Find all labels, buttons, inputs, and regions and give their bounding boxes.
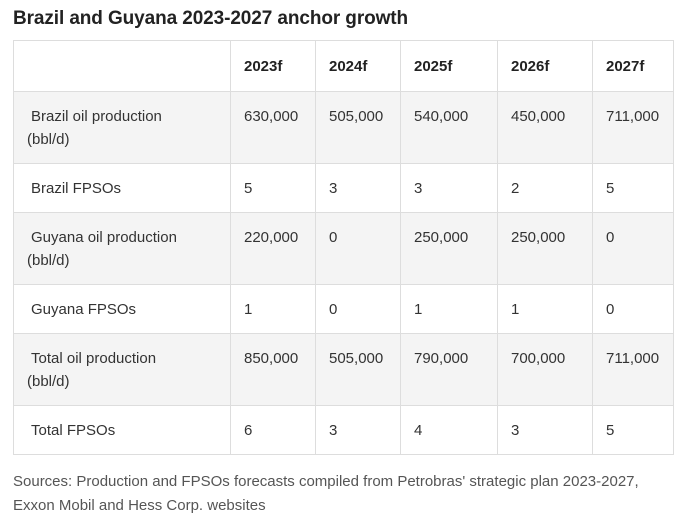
header-row: 2023f 2024f 2025f 2026f 2027f (13, 40, 674, 92)
table-row-guyana-production: Guyana oil production (bbl/d) 220,000 0 … (13, 212, 674, 285)
table-cell: 505,000 (315, 91, 401, 164)
header-cell-empty (13, 40, 231, 92)
table-cell: 250,000 (497, 212, 593, 285)
row-label-line1: Total FPSOs (31, 421, 116, 439)
table-cell: 250,000 (400, 212, 498, 285)
row-label-line1: Brazil FPSOs (31, 179, 122, 197)
row-label: Brazil FPSOs (13, 163, 231, 213)
table-row-total-production: Total oil production (bbl/d) 850,000 505… (13, 333, 674, 406)
source-note: Sources: Production and FPSOs forecasts … (13, 473, 639, 514)
table-row-brazil-production: Brazil oil production (bbl/d) 630,000 50… (13, 91, 674, 164)
header-cell-2027: 2027f (592, 40, 674, 92)
table-cell: 0 (592, 212, 674, 285)
data-table: 2023f 2024f 2025f 2026f 2027f Brazil oil… (13, 40, 674, 455)
table-cell: 1 (497, 284, 593, 334)
table-cell: 0 (315, 212, 401, 285)
table-cell: 790,000 (400, 333, 498, 406)
row-label: Total FPSOs (13, 405, 231, 455)
header-cell-2024: 2024f (315, 40, 401, 92)
table-cell: 2 (497, 163, 593, 213)
header-cell-2025: 2025f (400, 40, 498, 92)
table-cell: 3 (315, 405, 401, 455)
table-cell: 5 (592, 163, 674, 213)
table-cell: 3 (497, 405, 593, 455)
table-cell: 3 (315, 163, 401, 213)
table-cell: 0 (592, 284, 674, 334)
row-label-line1: Guyana oil production (31, 229, 177, 246)
table-cell: 850,000 (230, 333, 316, 406)
table-cell: 711,000 (592, 333, 674, 406)
table-cell: 700,000 (497, 333, 593, 406)
row-label-line1: Guyana FPSOs (31, 300, 137, 318)
table-cell: 220,000 (230, 212, 316, 285)
table-cell: 0 (315, 284, 401, 334)
row-label-line2: (bbl/d) (27, 252, 70, 269)
table-cell: 1 (400, 284, 498, 334)
row-label-line1: Total oil production (31, 350, 157, 367)
row-label: Guyana oil production (bbl/d) (13, 212, 231, 285)
table-cell: 5 (230, 163, 316, 213)
table-cell: 711,000 (592, 91, 674, 164)
table-cell: 505,000 (315, 333, 401, 406)
row-label-line2: (bbl/d) (27, 373, 70, 390)
row-label: Brazil oil production (bbl/d) (13, 91, 231, 164)
row-label: Guyana FPSOs (13, 284, 231, 334)
row-label-line1: Brazil oil production (31, 108, 162, 125)
header-cell-2023: 2023f (230, 40, 316, 92)
header-cell-2026: 2026f (497, 40, 593, 92)
table-cell: 450,000 (497, 91, 593, 164)
table-cell: 1 (230, 284, 316, 334)
table-cell: 3 (400, 163, 498, 213)
table-row-total-fpsos: Total FPSOs 6 3 4 3 5 (13, 405, 674, 455)
table-cell: 540,000 (400, 91, 498, 164)
table-cell: 6 (230, 405, 316, 455)
table-cell: 630,000 (230, 91, 316, 164)
table-row-guyana-fpsos: Guyana FPSOs 1 0 1 1 0 (13, 284, 674, 334)
table-cell: 5 (592, 405, 674, 455)
table-title: Brazil and Guyana 2023-2027 anchor growt… (13, 8, 409, 29)
row-label: Total oil production (bbl/d) (13, 333, 231, 406)
table-row-brazil-fpsos: Brazil FPSOs 5 3 3 2 5 (13, 163, 674, 213)
row-label-line2: (bbl/d) (27, 131, 70, 148)
table-cell: 4 (400, 405, 498, 455)
